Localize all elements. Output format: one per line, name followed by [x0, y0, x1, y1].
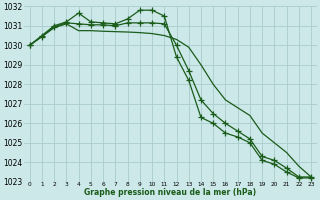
X-axis label: Graphe pression niveau de la mer (hPa): Graphe pression niveau de la mer (hPa) — [84, 188, 256, 197]
